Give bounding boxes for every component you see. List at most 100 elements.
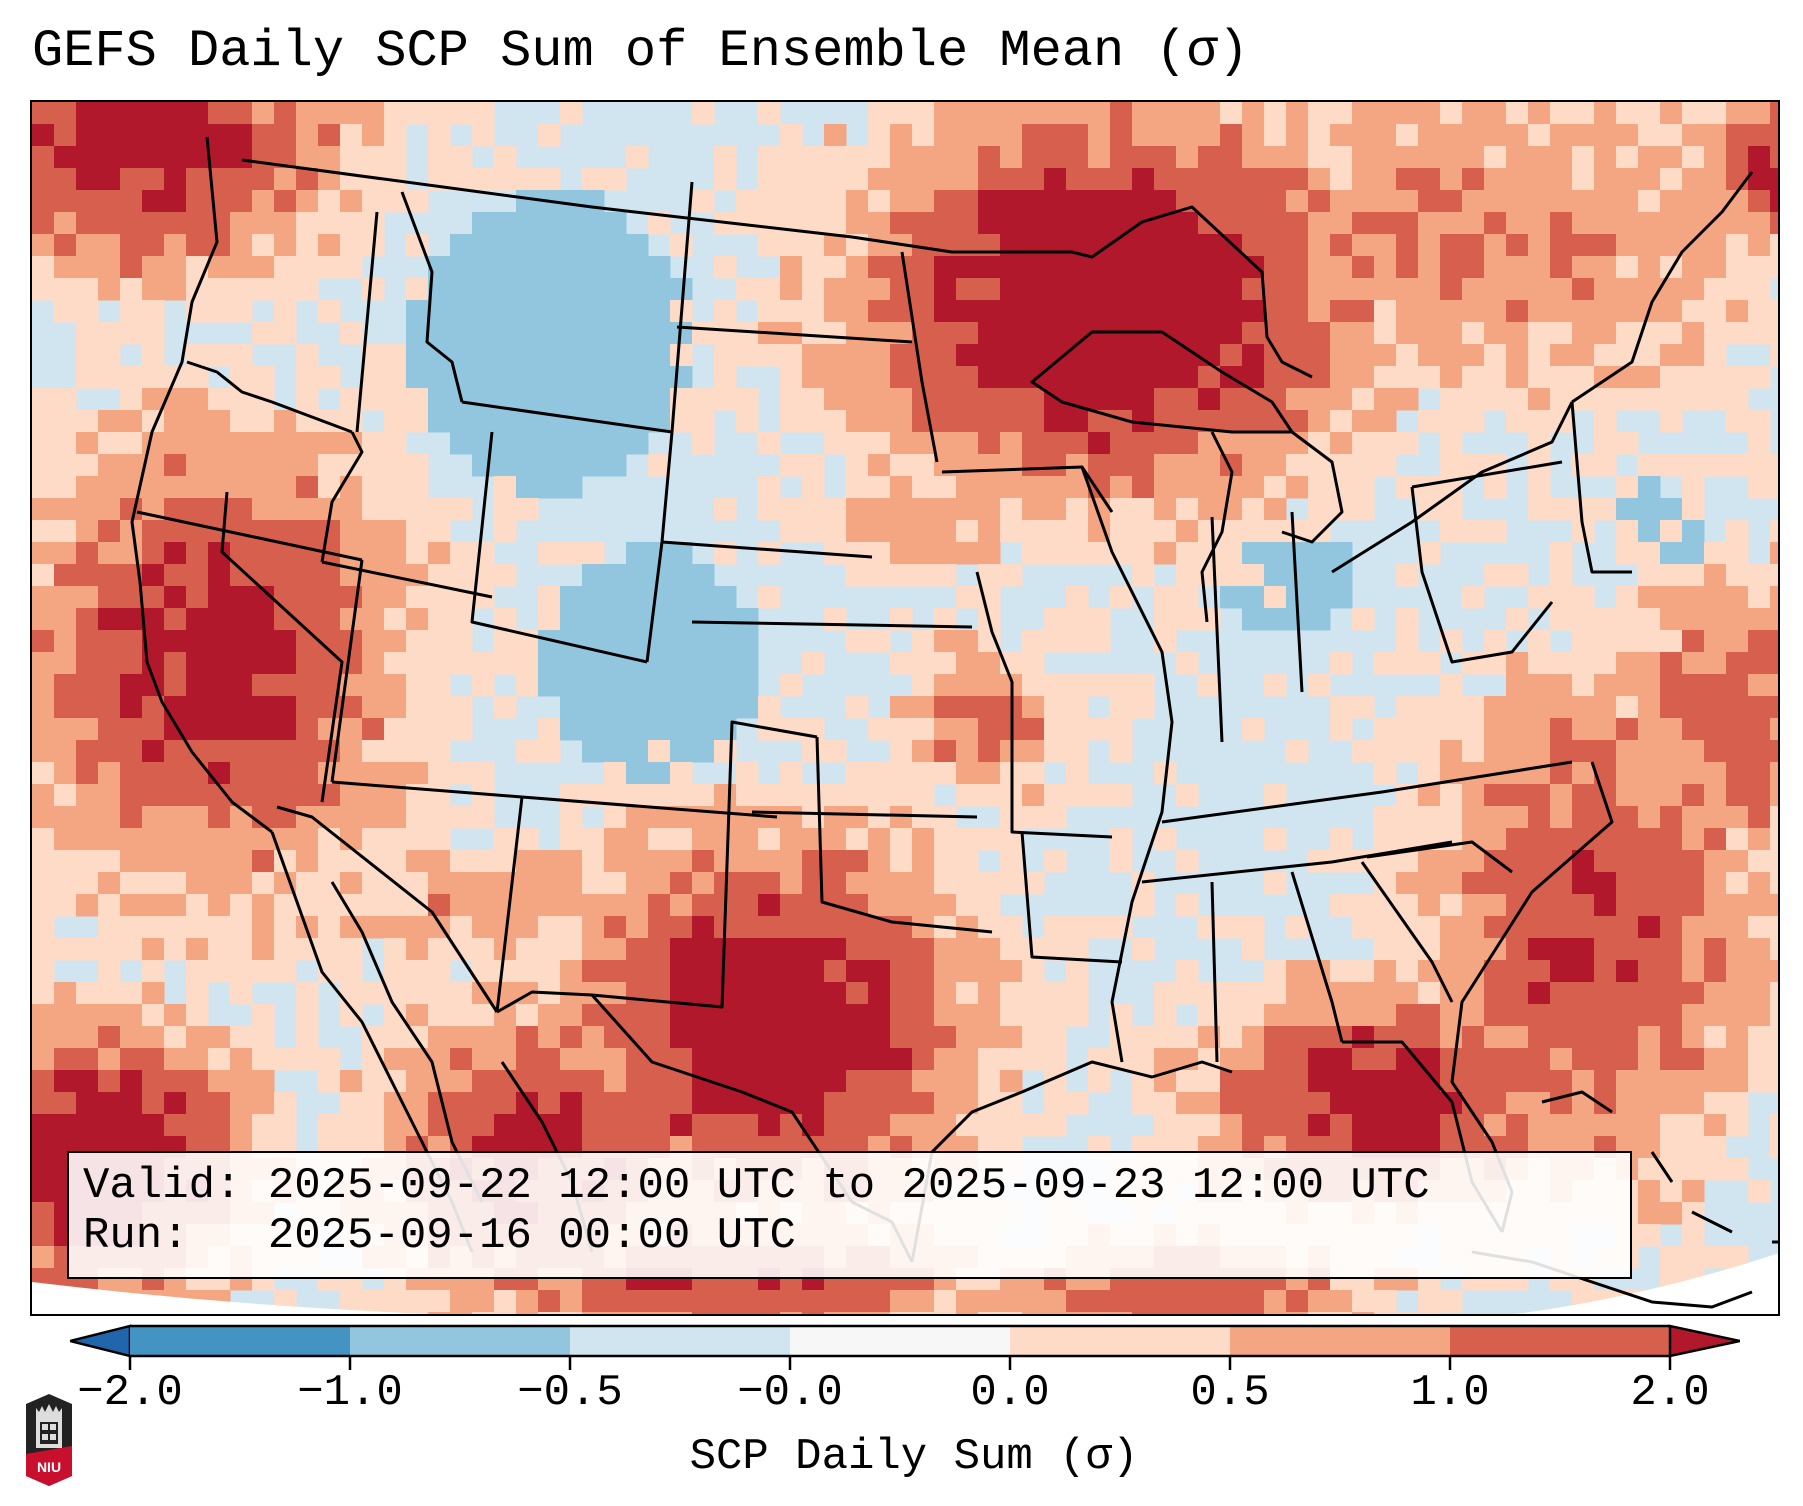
scp-grid-cell (1264, 146, 1287, 169)
scp-grid-cell (714, 1312, 737, 1314)
scp-grid-cell (868, 850, 891, 873)
scp-grid-cell (1330, 256, 1353, 279)
scp-grid-cell (230, 762, 253, 785)
scp-grid-cell (1506, 146, 1529, 169)
scp-grid-cell (1176, 498, 1199, 521)
scp-grid-cell (406, 652, 429, 675)
scp-grid-cell (736, 1004, 759, 1027)
scp-grid-cell (1176, 894, 1199, 917)
scp-grid-cell (208, 850, 231, 873)
scp-grid-cell (450, 1004, 473, 1027)
scp-grid-cell (1770, 674, 1778, 697)
scp-grid-cell (1682, 234, 1705, 257)
scp-grid-cell (1638, 982, 1661, 1005)
scp-grid-cell (956, 542, 979, 565)
scp-grid-cell (802, 1026, 825, 1049)
scp-grid-cell (538, 674, 561, 697)
scp-grid-cell (1726, 388, 1749, 411)
scp-grid-cell (736, 872, 759, 895)
scp-grid-cell (1550, 784, 1573, 807)
scp-grid-cell (252, 1070, 275, 1093)
scp-grid-cell (1110, 300, 1133, 323)
scp-grid-cell (1396, 278, 1419, 301)
scp-grid-cell (912, 388, 935, 411)
scp-grid-cell (164, 1092, 187, 1115)
scp-grid-cell (1638, 938, 1661, 961)
scp-grid-cell (582, 674, 605, 697)
scp-grid-cell (1330, 894, 1353, 917)
scp-grid-cell (1506, 1026, 1529, 1049)
scp-grid-cell (1088, 256, 1111, 279)
scp-grid-cell (428, 388, 451, 411)
scp-grid-cell (604, 1312, 627, 1314)
scp-grid-cell (780, 894, 803, 917)
scp-grid-cell (582, 916, 605, 939)
scp-grid-cell (1264, 476, 1287, 499)
scp-grid-cell (1308, 850, 1331, 873)
scp-grid-cell (1396, 652, 1419, 675)
scp-grid-cell (780, 1070, 803, 1093)
scp-grid-cell (1176, 982, 1199, 1005)
scp-grid-cell (472, 586, 495, 609)
scp-grid-cell (912, 652, 935, 675)
scp-grid-cell (670, 762, 693, 785)
scp-grid-cell (538, 124, 561, 147)
scp-grid-cell (956, 1114, 979, 1137)
scp-grid-cell (1528, 828, 1551, 851)
scp-grid-cell (1748, 894, 1771, 917)
scp-grid-cell (1748, 1070, 1771, 1093)
scp-grid-cell (1286, 1048, 1309, 1071)
scp-grid-cell (956, 1004, 979, 1027)
scp-grid-cell (318, 146, 341, 169)
scp-grid-cell (120, 916, 143, 939)
scp-grid-cell (1330, 432, 1353, 455)
scp-grid-cell (868, 784, 891, 807)
scp-grid-cell (1286, 190, 1309, 213)
scp-grid-cell (758, 1114, 781, 1137)
scp-grid-cell (1638, 454, 1661, 477)
scp-grid-cell (1704, 366, 1727, 389)
scp-grid-cell (142, 344, 165, 367)
scp-grid-cell (1660, 520, 1683, 543)
scp-grid-cell (1000, 982, 1023, 1005)
scp-grid-cell (934, 498, 957, 521)
scp-grid-cell (1704, 102, 1727, 125)
scp-grid-cell (1616, 1092, 1639, 1115)
scp-grid-cell (1066, 124, 1089, 147)
scp-grid-cell (384, 696, 407, 719)
scp-grid-cell (912, 520, 935, 543)
scp-grid-cell (1726, 410, 1749, 433)
scp-grid-cell (98, 366, 121, 389)
scp-grid-cell (890, 850, 913, 873)
scp-grid-cell (164, 630, 187, 653)
scp-grid-cell (1638, 1114, 1661, 1137)
scp-grid-cell (450, 278, 473, 301)
scp-grid-cell (186, 542, 209, 565)
scp-grid-cell (978, 674, 1001, 697)
scp-grid-cell (362, 586, 385, 609)
scp-grid-cell (1484, 1114, 1507, 1137)
scp-grid-cell (1330, 1070, 1353, 1093)
scp-grid-cell (362, 498, 385, 521)
scp-grid-cell (1704, 564, 1727, 587)
scp-grid-cell (1374, 278, 1397, 301)
scp-grid-cell (626, 1070, 649, 1093)
scp-grid-cell (648, 740, 671, 763)
scp-grid-cell (1308, 190, 1331, 213)
scp-grid-cell (912, 432, 935, 455)
scp-grid-cell (1484, 278, 1507, 301)
scp-grid-cell (406, 916, 429, 939)
scp-grid-cell (98, 234, 121, 257)
scp-grid-cell (274, 322, 297, 345)
scp-grid-cell (384, 806, 407, 829)
scp-grid-cell (252, 498, 275, 521)
scp-grid-cell (670, 564, 693, 587)
scp-grid-cell (472, 1114, 495, 1137)
scp-grid-cell (142, 982, 165, 1005)
scp-grid-cell (1374, 718, 1397, 741)
scp-grid-cell (1198, 388, 1221, 411)
scp-grid-cell (1682, 300, 1705, 323)
scp-grid-cell (736, 916, 759, 939)
scp-grid-cell (934, 476, 957, 499)
scp-grid-cell (780, 168, 803, 191)
